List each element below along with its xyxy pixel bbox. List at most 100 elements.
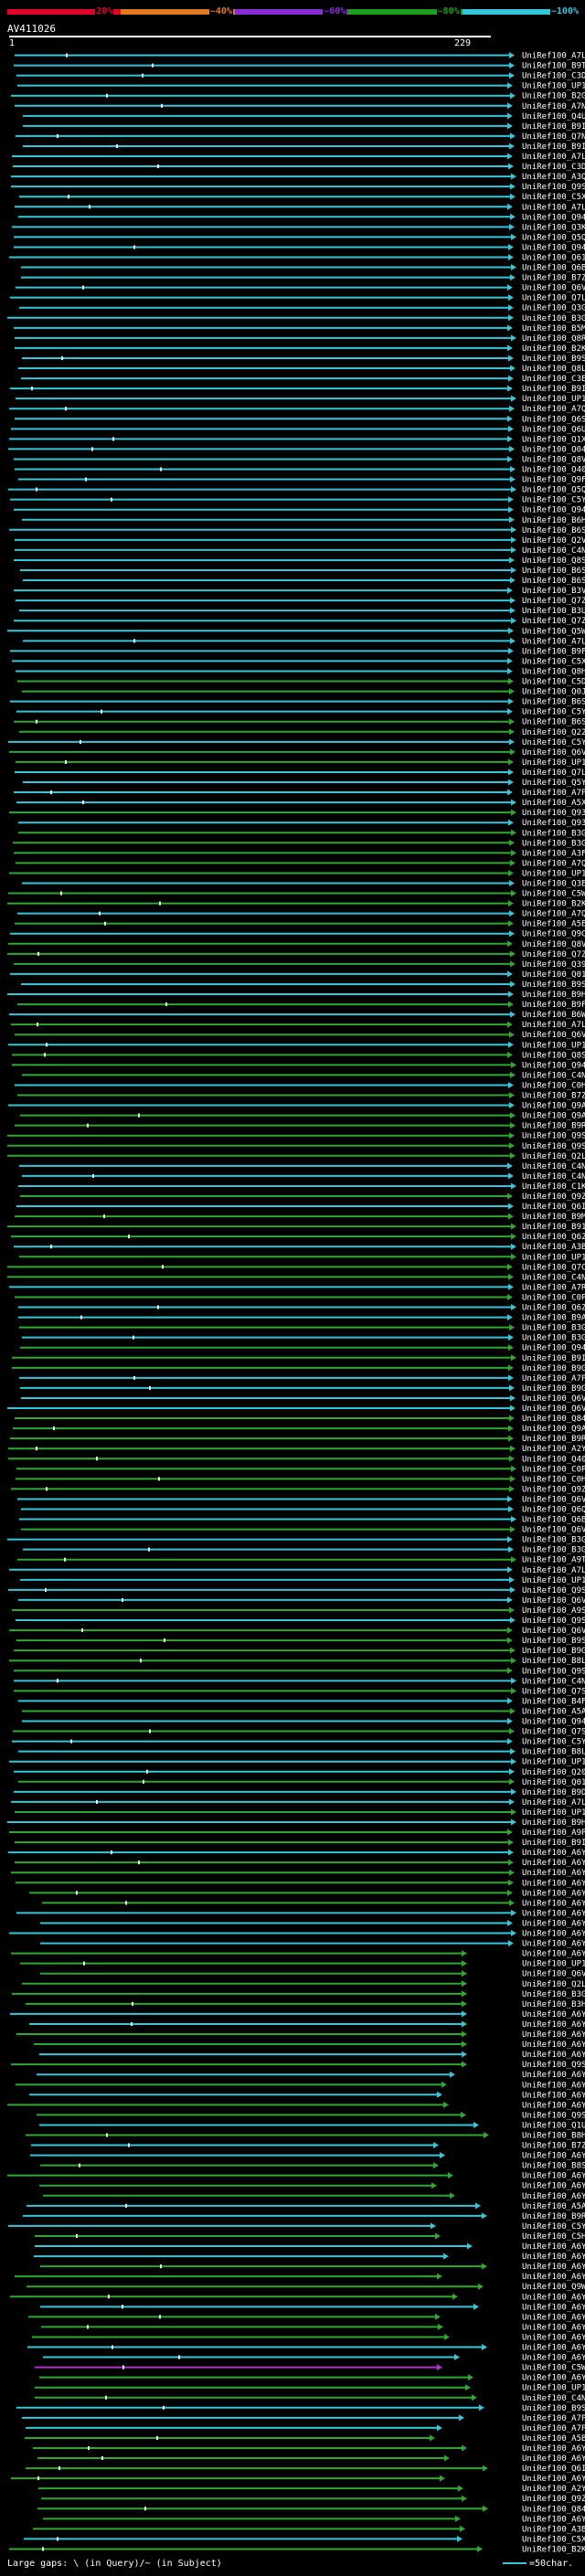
hit-label[interactable]: UniRef100_Q9ZQ70 bbox=[522, 1193, 585, 1202]
hit-label[interactable]: UniRef100_A7QFT7 bbox=[522, 859, 585, 868]
hit-label[interactable]: UniRef100_B4FAQ8 bbox=[522, 1697, 585, 1706]
hit-label[interactable]: UniRef100_A9T2X4 bbox=[522, 1556, 585, 1565]
hit-label[interactable]: UniRef100_Q9W793 bbox=[522, 2283, 585, 2292]
hit-label[interactable]: UniRef100_Q9S1Z0 bbox=[522, 2061, 585, 2070]
hit-label[interactable]: UniRef100_A6YQ23 bbox=[522, 2041, 585, 2050]
hit-label[interactable]: UniRef100_C5Y1U0 bbox=[522, 2222, 585, 2231]
hit-label[interactable]: UniRef100_A5AMH3 bbox=[522, 1707, 585, 1716]
hit-label[interactable]: UniRef100_UP1000... bbox=[522, 82, 585, 91]
hit-label[interactable]: UniRef100_A6YQ19 bbox=[522, 2354, 585, 2363]
hit-label[interactable]: UniRef100_Q84P05 bbox=[522, 1415, 585, 1424]
hit-label[interactable]: UniRef100_A3F5G4 bbox=[522, 849, 585, 858]
hit-label[interactable]: UniRef100_UP1000... bbox=[522, 1960, 585, 1969]
hit-label[interactable]: UniRef100_A6YPY8 bbox=[522, 1859, 585, 1868]
hit-label[interactable]: UniRef100_B8LL84 bbox=[522, 1748, 585, 1757]
hit-label[interactable]: UniRef100_B6SWT2 bbox=[522, 718, 585, 727]
hit-label[interactable]: UniRef100_Q8RZ94 bbox=[522, 334, 585, 344]
hit-label[interactable]: UniRef100_B9IX29 bbox=[522, 1839, 585, 1848]
hit-label[interactable]: UniRef100_A6YQ00 bbox=[522, 1919, 585, 1928]
hit-label[interactable]: UniRef100_A6YPZ9 bbox=[522, 1950, 585, 1959]
hit-label[interactable]: UniRef100_B5M1Y4 bbox=[522, 324, 585, 334]
hit-label[interactable]: UniRef100_A6YQ41 bbox=[522, 2374, 585, 2383]
hit-label[interactable]: UniRef100_C0HHA8 bbox=[522, 1081, 585, 1090]
hit-label[interactable]: UniRef100_Q8S5S9 bbox=[522, 1051, 585, 1060]
hit-label[interactable]: UniRef100_Q7NVC7 bbox=[522, 133, 585, 142]
hit-label[interactable]: UniRef100_B6SV89 bbox=[522, 526, 585, 535]
hit-label[interactable]: UniRef100_Q2L3E1 bbox=[522, 1152, 585, 1161]
hit-label[interactable]: UniRef100_Q61EU7 bbox=[522, 253, 585, 262]
hit-label[interactable]: UniRef100_B9GJX1 bbox=[522, 1364, 585, 1373]
hit-label[interactable]: UniRef100_Q39850 bbox=[522, 960, 585, 970]
hit-label[interactable]: UniRef100_Q6IEP3 bbox=[522, 2465, 585, 2474]
hit-label[interactable]: UniRef100_Q9S190 bbox=[522, 1142, 585, 1151]
hit-label[interactable]: UniRef100_Q1U1U8 bbox=[522, 2121, 585, 2130]
hit-label[interactable]: UniRef100_A7NYT9 bbox=[522, 102, 585, 111]
hit-label[interactable]: UniRef100_C5WRF7 bbox=[522, 2364, 585, 2373]
hit-label[interactable]: UniRef100_A3BU12 bbox=[522, 1243, 585, 1252]
hit-label[interactable]: UniRef100_A6YQ09 bbox=[522, 1879, 585, 1888]
hit-label[interactable]: UniRef100_B9IS39 bbox=[522, 1354, 585, 1363]
hit-label[interactable]: UniRef100_Q6UN81 bbox=[522, 425, 585, 434]
hit-label[interactable]: UniRef100_Q6VEV4 bbox=[522, 1627, 585, 1636]
hit-label[interactable]: UniRef100_Q6BBR4 bbox=[522, 264, 585, 273]
hit-label[interactable]: UniRef100_C5YZG6 bbox=[522, 496, 585, 505]
hit-label[interactable]: UniRef100_Q7CY47 bbox=[522, 1263, 585, 1272]
hit-label[interactable]: UniRef100_Q8S8P5 bbox=[522, 557, 585, 566]
hit-label[interactable]: UniRef100_Q93WV0 bbox=[522, 819, 585, 828]
hit-label[interactable]: UniRef100_Q6IEQ1 bbox=[522, 1203, 585, 1212]
hit-label[interactable]: UniRef100_Q9SFE2 bbox=[522, 1667, 585, 1676]
hit-label[interactable]: UniRef100_UP1000... bbox=[522, 1253, 585, 1262]
hit-label[interactable]: UniRef100_Q9AZS7 bbox=[522, 1425, 585, 1434]
hit-label[interactable]: UniRef100_B9RT69 bbox=[522, 2212, 585, 2221]
hit-label[interactable]: UniRef100_A7PS17 bbox=[522, 2424, 585, 2433]
hit-label[interactable]: UniRef100_A6YQ36 bbox=[522, 2273, 585, 2282]
hit-label[interactable]: UniRef100_B3U3B6 bbox=[522, 607, 585, 616]
hit-label[interactable]: UniRef100_Q94UW5 bbox=[522, 1718, 585, 1727]
hit-label[interactable]: UniRef100_Q6VRI1 bbox=[522, 748, 585, 758]
hit-label[interactable]: UniRef100_B9GL3 bbox=[522, 1647, 585, 1656]
hit-label[interactable]: UniRef100_B3GHT9 bbox=[522, 1990, 585, 1999]
hit-label[interactable]: UniRef100_Q94IB6 bbox=[522, 506, 585, 515]
hit-label[interactable]: UniRef100_B9MUA6 bbox=[522, 1213, 585, 1222]
hit-label[interactable]: UniRef100_Q5YNL0 bbox=[522, 779, 585, 788]
hit-label[interactable]: UniRef100_A6YQ13 bbox=[522, 2091, 585, 2100]
hit-label[interactable]: UniRef100_A6YQ06 bbox=[522, 1889, 585, 1898]
hit-label[interactable]: UniRef100_C4NR46 bbox=[522, 1677, 585, 1686]
hit-label[interactable]: UniRef100_B9T4Y9 bbox=[522, 62, 585, 71]
hit-label[interactable]: UniRef100_B9SL31 bbox=[522, 355, 585, 364]
hit-label[interactable]: UniRef100_A6YQ44 bbox=[522, 2475, 585, 2484]
hit-label[interactable]: UniRef100_Q1XD53 bbox=[522, 435, 585, 444]
hit-label[interactable]: UniRef100_B7ZXF2 bbox=[522, 274, 585, 283]
hit-label[interactable]: UniRef100_Q3E9K2 bbox=[522, 879, 585, 888]
hit-label[interactable]: UniRef100_B9IN53 bbox=[522, 143, 585, 152]
hit-label[interactable]: UniRef100_C0HHS4 bbox=[522, 1475, 585, 1484]
hit-label[interactable]: UniRef100_A6YQ26 bbox=[522, 2030, 585, 2040]
hit-label[interactable]: UniRef100_A5AYL0 bbox=[522, 2202, 585, 2211]
hit-label[interactable]: UniRef100_Q4U090 bbox=[522, 112, 585, 122]
hit-label[interactable]: UniRef100_Q8VYZ9 bbox=[522, 940, 585, 949]
hit-label[interactable]: UniRef100_UP1000... bbox=[522, 1808, 585, 1818]
hit-label[interactable]: UniRef100_A6YQ50 bbox=[522, 2293, 585, 2302]
hit-label[interactable]: UniRef100_Q7ZBM1 bbox=[522, 617, 585, 626]
hit-label[interactable]: UniRef100_B6S9H3 bbox=[522, 567, 585, 576]
hit-label[interactable]: UniRef100_B3GHU9 bbox=[522, 314, 585, 323]
hit-label[interactable]: UniRef100_B9HXN4 bbox=[522, 991, 585, 1000]
hit-label[interactable]: UniRef100_UP1000... bbox=[522, 1758, 585, 1767]
hit-label[interactable]: UniRef100_A6YQ55 bbox=[522, 2313, 585, 2322]
hit-label[interactable]: UniRef100_A7LHH7 bbox=[522, 52, 585, 61]
hit-label[interactable]: UniRef100_Q943B9 bbox=[522, 243, 585, 252]
hit-label[interactable]: UniRef100_A9P9F7 bbox=[522, 1829, 585, 1838]
hit-label[interactable]: UniRef100_B8SWZ1 bbox=[522, 2162, 585, 2171]
hit-label[interactable]: UniRef100_A7LHF8 bbox=[522, 1566, 585, 1575]
hit-label[interactable]: UniRef100_Q01MZ2 bbox=[522, 1778, 585, 1787]
hit-label[interactable]: UniRef100_Q8VXF1 bbox=[522, 455, 585, 464]
hit-label[interactable]: UniRef100_C4NGU0 bbox=[522, 1172, 585, 1182]
hit-label[interactable]: UniRef100_C5DYX1 bbox=[522, 678, 585, 687]
hit-label[interactable]: UniRef100_B7Z2Z7 bbox=[522, 2142, 585, 2151]
hit-label[interactable]: UniRef100_B9DEC1 bbox=[522, 1788, 585, 1797]
hit-label[interactable]: UniRef100_B9FFN7 bbox=[522, 1001, 585, 1010]
hit-label[interactable]: UniRef100_A6YPZ6 bbox=[522, 1940, 585, 1949]
hit-label[interactable]: UniRef100_C4NV42 bbox=[522, 2394, 585, 2403]
hit-label[interactable]: UniRef100_B3GHK1 bbox=[522, 1324, 585, 1333]
hit-label[interactable]: UniRef100_C3DHZ0 bbox=[522, 72, 585, 81]
